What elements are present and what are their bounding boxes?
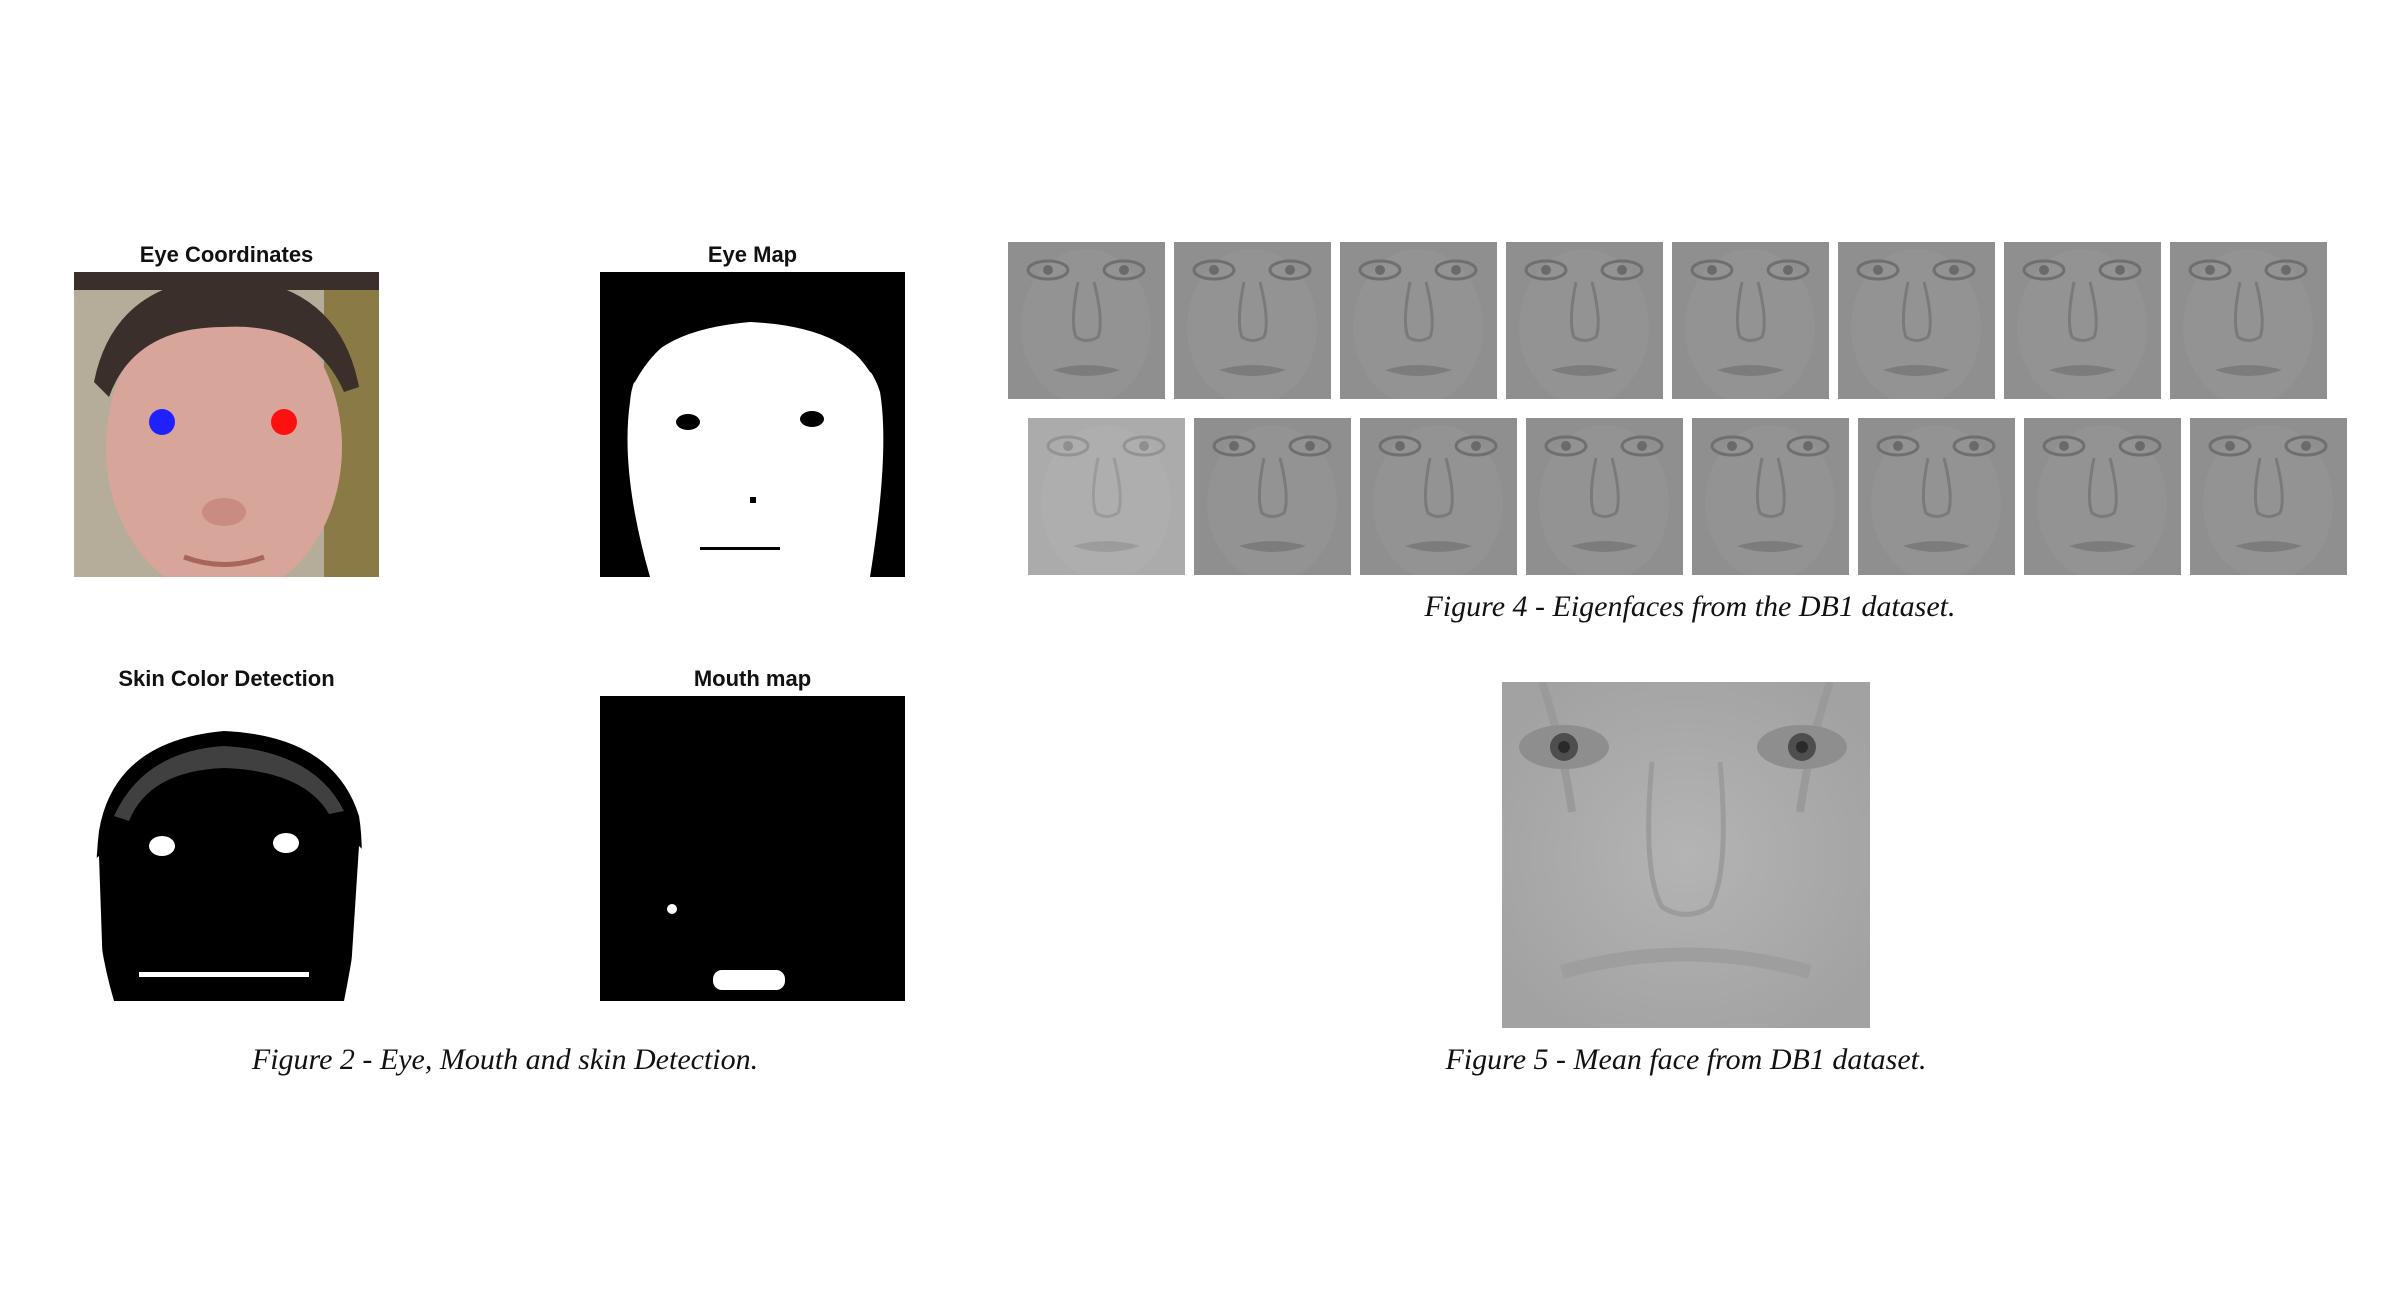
figure-5-caption: Figure 5 - Mean face from DB1 dataset. xyxy=(1445,1043,1927,1076)
eigenface xyxy=(1692,418,1849,575)
eigenface xyxy=(2024,418,2181,575)
eigenface xyxy=(2190,418,2347,575)
mouth-map-image xyxy=(600,696,905,1001)
eigenface xyxy=(1858,418,2015,575)
panel-title-eye-map: Eye Map xyxy=(707,242,798,267)
eye-map-image xyxy=(600,272,905,577)
eigenface xyxy=(1340,242,1497,399)
eigenface xyxy=(1174,242,1331,399)
eigenface xyxy=(1506,242,1663,399)
right-eye-marker xyxy=(271,409,297,435)
eigenface xyxy=(1838,242,1995,399)
eye-coordinates-image xyxy=(74,272,379,577)
eigenface xyxy=(1526,418,1683,575)
eigenface xyxy=(1360,418,1517,575)
eigenface xyxy=(1008,242,1165,399)
eigenface xyxy=(2170,242,2327,399)
eigenface xyxy=(1028,418,1185,575)
eigenface xyxy=(2004,242,2161,399)
figure-4-caption: Figure 4 - Eigenfaces from the DB1 datas… xyxy=(1424,590,1956,623)
panel-title-mouth-map: Mouth map xyxy=(693,666,812,691)
skin-color-detection-image xyxy=(74,696,379,1001)
eigenface xyxy=(1672,242,1829,399)
mean-face-image xyxy=(1502,682,1870,1028)
panel-title-eye-coordinates: Eye Coordinates xyxy=(139,242,314,267)
left-eye-marker xyxy=(149,409,175,435)
figure-2-caption: Figure 2 - Eye, Mouth and skin Detection… xyxy=(251,1043,759,1076)
panel-title-skin-color-detection: Skin Color Detection xyxy=(118,666,335,691)
eigenface xyxy=(1194,418,1351,575)
